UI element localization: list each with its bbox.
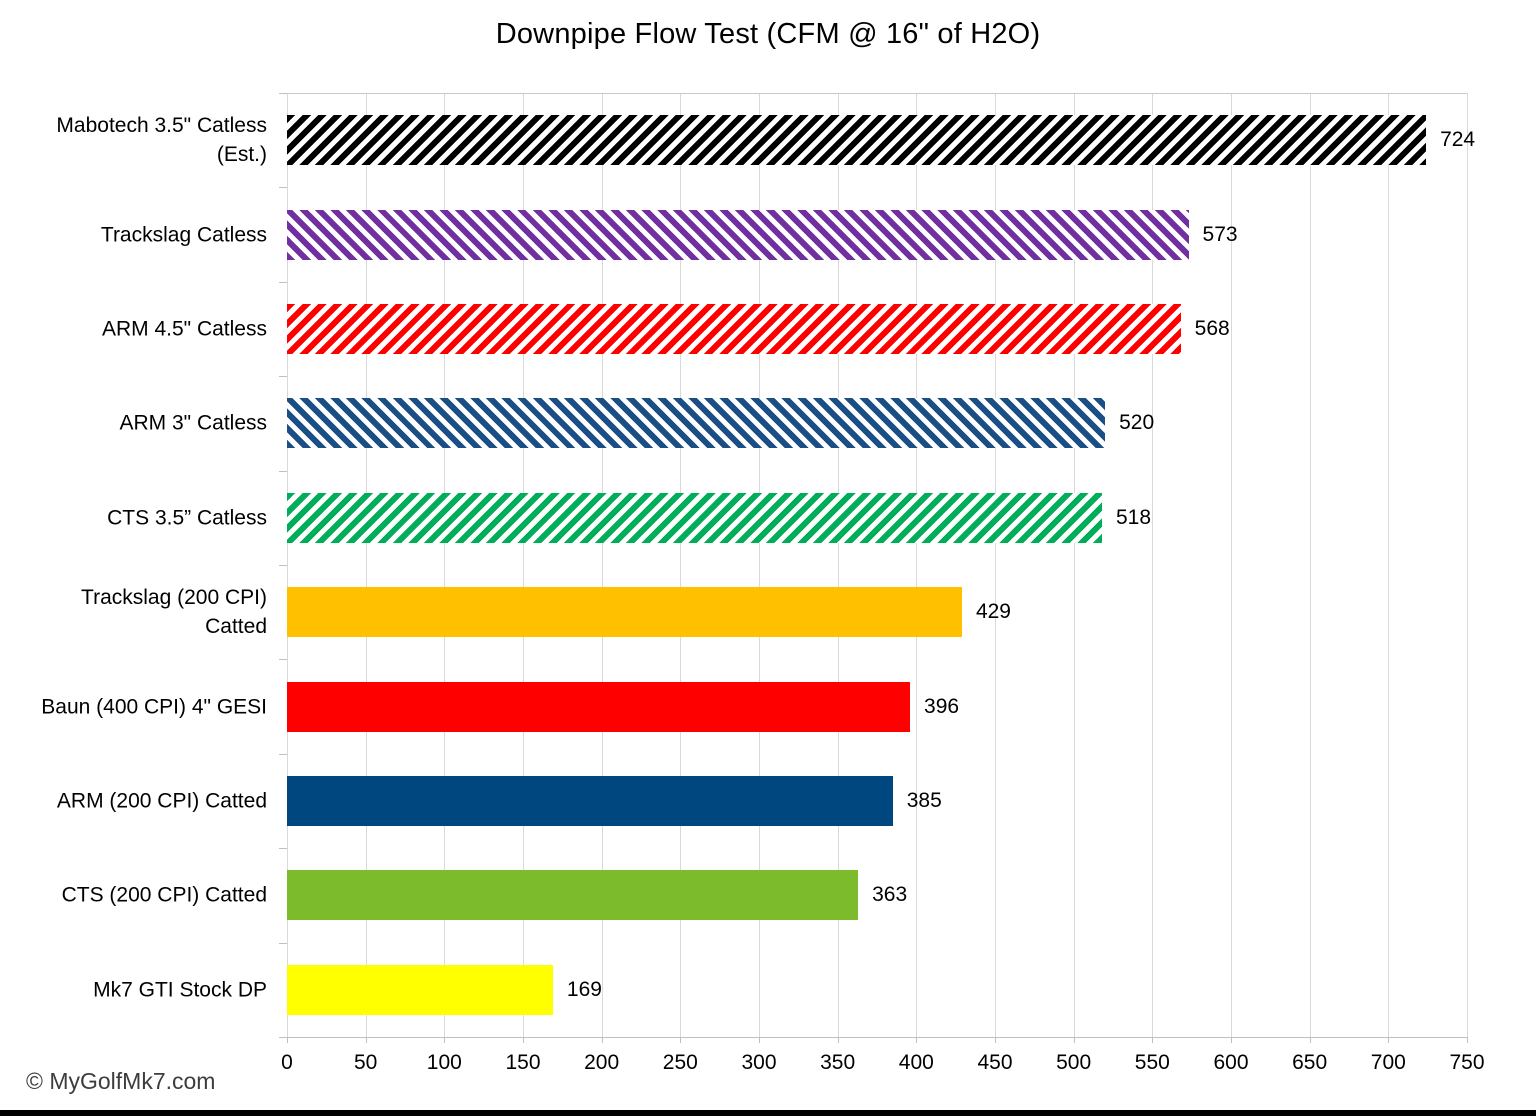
- x-tick-label-300: 300: [741, 1051, 777, 1074]
- x-axis-tick-100: [444, 1037, 446, 1043]
- gridline-x-500: [1073, 93, 1075, 1037]
- value-label-mk7-gti-stock-dp: 169: [566, 977, 602, 1001]
- y-axis-tick-7: [279, 753, 287, 755]
- bar-cts-200-cpi-catted: [287, 870, 859, 921]
- category-label-mabotech-3-5-catless: Mabotech 3.5" Catless (Est.): [56, 114, 267, 167]
- value-label-cts-3-5-catless: 518: [1115, 505, 1152, 529]
- x-axis-tick-350: [837, 1037, 839, 1043]
- category-label-cts-3-5-catless: CTS 3.5” Catless: [107, 506, 267, 530]
- gridline-x-100: [444, 93, 446, 1037]
- x-axis-tick-0: [287, 1037, 288, 1043]
- bar-mabotech-3-5-catless: [287, 115, 1427, 166]
- value-label-baun-400-cpi-4-gesi: 396: [924, 694, 960, 718]
- category-label-arm-4-5-catless: ARM 4.5" Catless: [101, 317, 267, 341]
- x-axis-tick-450: [995, 1037, 996, 1043]
- gridline-x-300: [759, 93, 760, 1037]
- value-label-arm-200-cpi-catted: 385: [906, 789, 942, 812]
- x-axis-tick-150: [523, 1037, 524, 1043]
- x-tick-label-500: 500: [1056, 1051, 1092, 1074]
- x-axis-tick-250: [680, 1037, 682, 1043]
- x-tick-label-550: 550: [1134, 1051, 1170, 1074]
- copyright-text: © MyGolfMk7.com: [26, 1068, 216, 1094]
- y-axis-tick-6: [279, 659, 287, 661]
- x-tick-label-400: 400: [898, 1051, 934, 1074]
- bar-mk7-gti-stock-dp: [287, 964, 553, 1015]
- bar-trackslag-200-cpi: [287, 587, 962, 638]
- y-axis-tick-8: [279, 848, 287, 850]
- value-label-arm-3-catless: 520: [1119, 411, 1155, 435]
- x-tick-label-250: 250: [662, 1051, 698, 1074]
- x-tick-label-750: 750: [1449, 1051, 1485, 1074]
- x-tick-label-150: 150: [505, 1051, 541, 1074]
- gridline-x-650: [1309, 93, 1311, 1037]
- chart-title: Downpipe Flow Test (CFM @ 16" of H2O): [495, 18, 1041, 50]
- bar-arm-200-cpi-catted: [287, 776, 893, 826]
- category-label-trackslag-200-cpi: Trackslag (200 CPI) Catted: [81, 586, 267, 639]
- x-axis-tick-700: [1388, 1037, 1390, 1043]
- gridline-x-400: [916, 93, 918, 1037]
- category-label-trackslag-catless: Trackslag Catless: [100, 223, 267, 247]
- x-axis-tick-600: [1231, 1037, 1232, 1043]
- x-axis-tick-650: [1309, 1037, 1311, 1043]
- x-tick-label-200: 200: [584, 1051, 620, 1074]
- x-axis-tick-500: [1073, 1037, 1075, 1043]
- bar-arm-3-catless: [287, 398, 1106, 449]
- value-label-arm-4-5-catless: 568: [1194, 317, 1230, 340]
- plot-top-border: [287, 93, 1467, 94]
- x-axis-tick-50: [365, 1037, 367, 1043]
- gridline-x-450: [995, 93, 996, 1037]
- bottom-border-line: [0, 1110, 1536, 1116]
- gridline-x-0: [287, 93, 288, 1037]
- bar-baun-400-cpi-4-gesi: [287, 681, 911, 732]
- category-label-arm-200-cpi-catted: ARM (200 CPI) Catted: [56, 789, 267, 813]
- gridline-x-750: [1467, 93, 1468, 1037]
- x-tick-label-50: 50: [353, 1051, 378, 1074]
- x-axis-tick-300: [759, 1037, 760, 1043]
- gridline-x-550: [1152, 93, 1154, 1037]
- category-label-baun-400-cpi-4-gesi: Baun (400 CPI) 4" GESI: [41, 695, 267, 719]
- value-label-cts-200-cpi-catted: 363: [872, 883, 908, 907]
- gridline-x-250: [680, 93, 682, 1037]
- gridline-x-600: [1231, 93, 1232, 1037]
- x-tick-label-100: 100: [426, 1051, 462, 1074]
- category-label-arm-3-catless: ARM 3" Catless: [119, 411, 268, 435]
- x-tick-label-600: 600: [1213, 1051, 1249, 1074]
- x-tick-label-650: 650: [1292, 1051, 1328, 1074]
- gridline-x-50: [365, 93, 367, 1037]
- gridline-x-700: [1388, 93, 1390, 1037]
- bar-arm-4-5-catless: [287, 304, 1181, 354]
- y-axis-tick-1: [279, 187, 287, 189]
- y-axis-tick-5: [279, 565, 287, 566]
- gridline-x-200: [601, 93, 603, 1037]
- y-axis-tick-9: [279, 942, 287, 944]
- value-label-mabotech-3-5-catless: 724: [1440, 128, 1476, 152]
- category-label-mk7-gti-stock-dp: Mk7 GTI Stock DP: [93, 978, 267, 1002]
- gridline-x-350: [837, 93, 839, 1037]
- y-axis-tick-4: [279, 470, 287, 472]
- x-tick-label-0: 0: [281, 1051, 293, 1074]
- gridline-x-150: [523, 93, 524, 1037]
- y-axis-tick-2: [279, 281, 287, 283]
- x-axis-tick-550: [1152, 1037, 1154, 1043]
- x-axis-tick-750: [1467, 1037, 1468, 1043]
- category-label-cts-200-cpi-catted: CTS (200 CPI) Catted: [61, 883, 267, 907]
- x-tick-label-450: 450: [977, 1051, 1013, 1074]
- bar-trackslag-catless: [287, 209, 1189, 260]
- y-axis-tick-10: [279, 1037, 287, 1038]
- y-axis-tick-0: [279, 93, 287, 94]
- x-tick-label-350: 350: [820, 1051, 856, 1074]
- value-label-trackslag-catless: 573: [1202, 222, 1238, 246]
- x-axis-line: [287, 1037, 1467, 1038]
- x-tick-label-700: 700: [1370, 1051, 1406, 1074]
- y-axis-tick-3: [279, 376, 287, 378]
- x-axis-tick-200: [601, 1037, 603, 1043]
- x-axis-tick-400: [916, 1037, 918, 1043]
- bar-cts-3-5-catless: [287, 492, 1102, 543]
- value-label-trackslag-200-cpi: 429: [975, 600, 1011, 624]
